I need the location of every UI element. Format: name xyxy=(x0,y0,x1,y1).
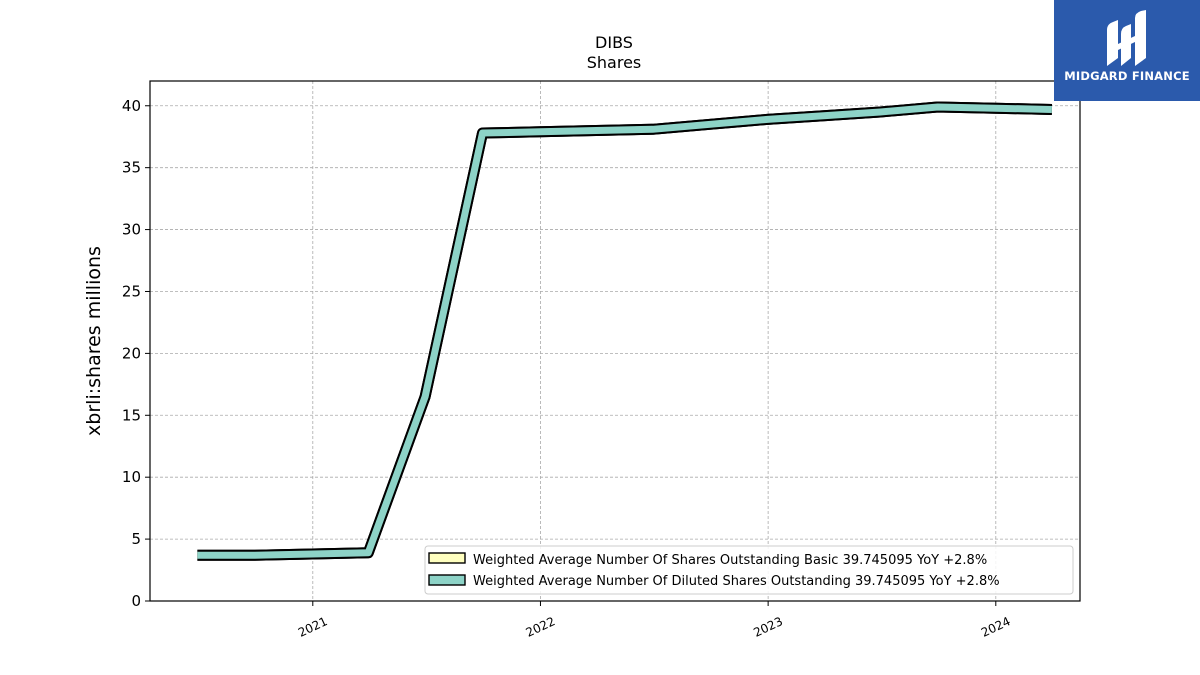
series-line-diluted-outline xyxy=(197,101,1053,561)
x-axis: 2021 2022 2023 2024 xyxy=(296,601,1013,640)
y-tick-label: 5 xyxy=(131,530,141,548)
midgard-finance-logo: MIDGARD FINANCE xyxy=(1054,0,1200,101)
y-tick-label: 25 xyxy=(122,282,141,300)
y-tick-label: 0 xyxy=(131,592,141,610)
x-tick-label: 2023 xyxy=(751,614,785,640)
chart-subtitle: Shares xyxy=(587,53,642,72)
series-line-basic xyxy=(197,103,1052,559)
legend-label-basic: Weighted Average Number Of Shares Outsta… xyxy=(473,553,987,568)
x-tick-label: 2021 xyxy=(296,614,330,640)
chart-title: DIBS xyxy=(595,33,633,52)
series-lines xyxy=(197,101,1053,561)
x-tick-label: 2022 xyxy=(524,614,558,640)
y-tick-label: 15 xyxy=(122,406,141,424)
logo-text: MIDGARD FINANCE xyxy=(1064,69,1190,83)
y-tick-label: 20 xyxy=(122,344,141,362)
legend: Weighted Average Number Of Shares Outsta… xyxy=(424,545,1074,595)
y-tick-label: 30 xyxy=(122,221,141,239)
plot-frame xyxy=(149,80,1081,602)
legend-label-diluted: Weighted Average Number Of Diluted Share… xyxy=(473,574,1000,589)
midgard-logo-icon xyxy=(1107,10,1146,66)
y-tick-label: 10 xyxy=(122,468,141,486)
legend-swatch-diluted xyxy=(428,574,466,586)
series-line-basic-outline xyxy=(197,101,1053,561)
series-line-diluted xyxy=(197,103,1052,559)
legend-frame xyxy=(424,545,1074,595)
legend-swatch-basic xyxy=(428,552,466,564)
y-axis: 0 5 10 15 20 25 30 35 40 xyxy=(122,97,150,610)
x-tick-label: 2024 xyxy=(979,614,1013,640)
grid xyxy=(150,81,1080,602)
y-axis-label: xbrli:shares millions xyxy=(83,246,105,436)
y-tick-label: 35 xyxy=(122,159,141,177)
y-tick-label: 40 xyxy=(122,97,141,115)
